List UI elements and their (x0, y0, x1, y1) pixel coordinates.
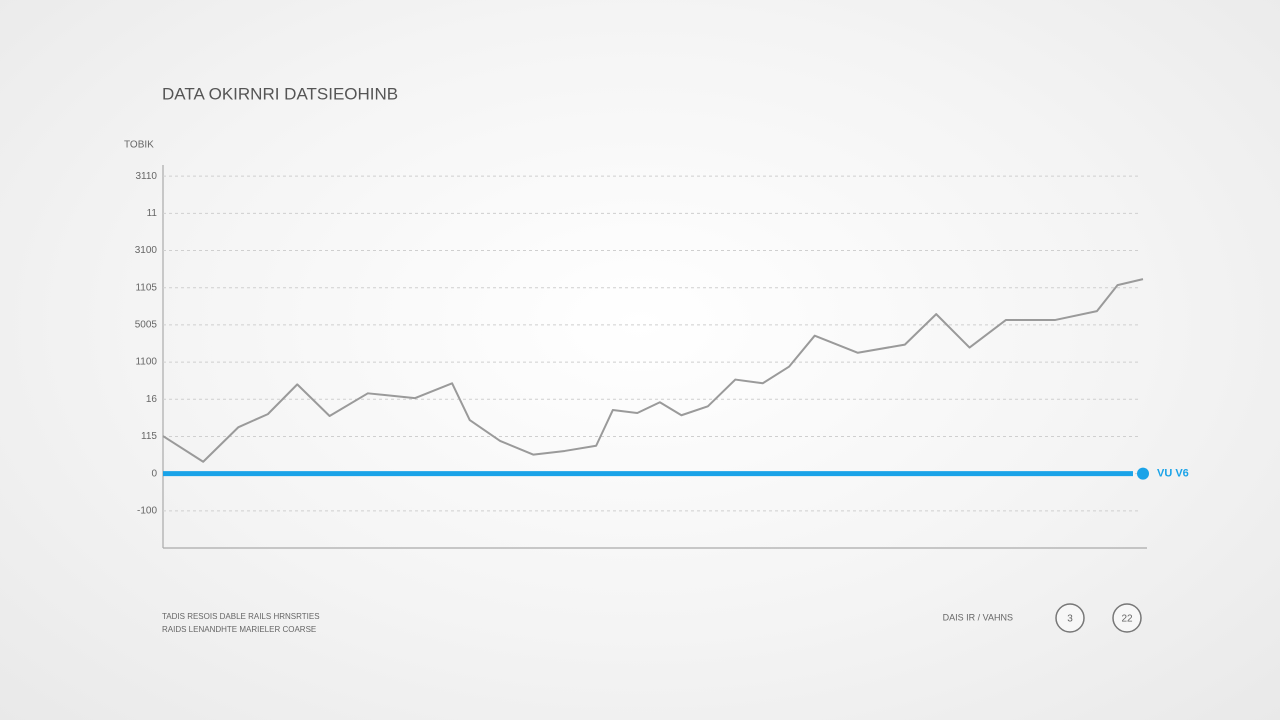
y-tick-label: 5005 (135, 320, 158, 331)
button-label: 3 (1067, 614, 1073, 625)
y-tick-label: 1100 (135, 357, 157, 368)
reference-dot (1137, 467, 1149, 480)
y-tick-label: 16 (146, 394, 158, 405)
button-label: 22 (1121, 614, 1133, 625)
footer-note: RAIDS LENANDHTE MARIELER COARSE (162, 625, 316, 634)
y-tick-label: 0 (151, 468, 157, 479)
footer-note: TADIS RESOIS DABLE RAILS HRNSRTIES (162, 612, 320, 621)
y-tick-label: 3110 (135, 171, 157, 182)
y-tick-label: 3100 (135, 245, 158, 256)
y-tick-label: 115 (141, 431, 157, 442)
y-tick-label: -100 (137, 505, 157, 516)
y-tick-label: 11 (147, 208, 158, 219)
reference-label: VU V6 (1157, 468, 1189, 480)
y-axis-label: TOBIK (124, 140, 154, 151)
footer-status: DAIS IR / VAHNS (943, 612, 1013, 622)
y-tick-label: 1105 (135, 282, 157, 293)
data-line (162, 278, 1144, 463)
footer-button[interactable]: 22 (1112, 603, 1142, 633)
chart-title: DATA OKIRNRI DATSIEOHINB (162, 84, 398, 103)
footer-button[interactable]: 3 (1055, 603, 1085, 633)
button-ring (1055, 603, 1085, 633)
button-ring (1112, 603, 1142, 633)
